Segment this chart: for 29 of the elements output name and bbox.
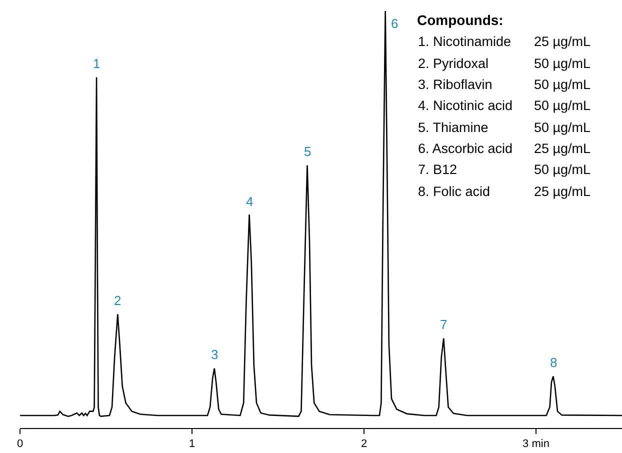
annotation: 4 bbox=[246, 194, 254, 209]
annotation: 3. Riboflavin bbox=[418, 77, 492, 92]
annotation: 25 µg/mL bbox=[534, 34, 592, 49]
annotation: 50 µg/mL bbox=[534, 120, 592, 135]
annotation: 2 bbox=[114, 293, 122, 308]
annotation: 1 bbox=[93, 56, 100, 71]
x-tick-label: 0 bbox=[16, 438, 24, 450]
annotation: 7 bbox=[440, 317, 448, 332]
annotation: 8. Folic acid bbox=[418, 184, 490, 199]
annotation: 8 bbox=[550, 355, 558, 370]
x-tick-label: 3 min bbox=[522, 438, 550, 450]
annotation: 5. Thiamine bbox=[418, 120, 488, 135]
annotation: 6 bbox=[391, 16, 398, 31]
annotation: 1. Nicotinamide bbox=[418, 34, 512, 49]
annotation: 50 µg/mL bbox=[534, 56, 592, 71]
annotation: 25 µg/mL bbox=[534, 184, 592, 199]
annotation: 7. B12 bbox=[418, 162, 458, 177]
annotation: 50 µg/mL bbox=[534, 98, 592, 113]
annotation: 2. Pyridoxal bbox=[418, 56, 489, 71]
annotation: 3 bbox=[211, 347, 218, 362]
x-tick-label: 1 bbox=[188, 438, 196, 450]
annotation: 6. Ascorbic acid bbox=[418, 141, 513, 156]
annotation: 50 µg/mL bbox=[534, 77, 592, 92]
x-tick-label: 2 bbox=[360, 438, 368, 450]
annotation: 25 µg/mL bbox=[534, 141, 592, 156]
annotation: 4. Nicotinic acid bbox=[418, 98, 513, 113]
annotation: 5 bbox=[304, 144, 312, 159]
annotation: 50 µg/mL bbox=[534, 162, 592, 177]
annotation: Compounds: bbox=[417, 12, 504, 28]
